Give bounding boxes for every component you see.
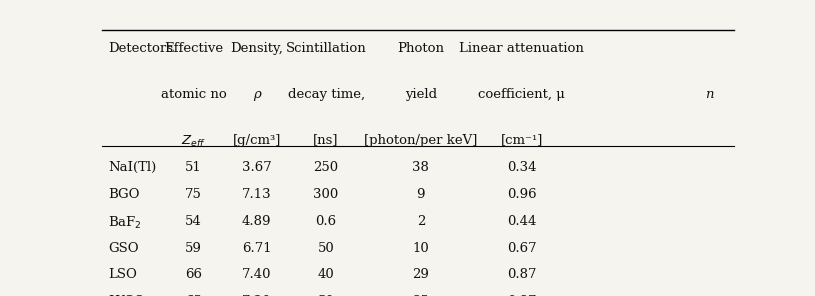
- Text: 38: 38: [412, 161, 430, 174]
- Text: [ns]: [ns]: [313, 133, 339, 147]
- Text: atomic no: atomic no: [161, 88, 227, 101]
- Text: BGO: BGO: [108, 188, 139, 201]
- Text: 2: 2: [416, 215, 425, 228]
- Text: 0.34: 0.34: [507, 161, 536, 174]
- Text: 0.87: 0.87: [507, 295, 536, 296]
- Text: BaF$_2$: BaF$_2$: [108, 215, 142, 231]
- Text: 4.89: 4.89: [242, 215, 271, 228]
- Text: 51: 51: [185, 161, 202, 174]
- Text: ρ: ρ: [253, 88, 261, 101]
- Text: Scintillation: Scintillation: [286, 42, 367, 55]
- Text: [cm⁻¹]: [cm⁻¹]: [500, 133, 543, 147]
- Text: 0.44: 0.44: [507, 215, 536, 228]
- Text: 300: 300: [314, 188, 339, 201]
- Text: 75: 75: [185, 188, 202, 201]
- Text: 7.13: 7.13: [242, 188, 271, 201]
- Text: n: n: [705, 88, 714, 101]
- Text: decay time,: decay time,: [288, 88, 364, 101]
- Text: 6.71: 6.71: [242, 242, 271, 255]
- Text: 59: 59: [185, 242, 202, 255]
- Text: yield: yield: [405, 88, 437, 101]
- Text: $Z_{eff}$: $Z_{eff}$: [181, 133, 206, 149]
- Text: 65: 65: [185, 295, 202, 296]
- Text: 7.40: 7.40: [242, 268, 271, 281]
- Text: 0.87: 0.87: [507, 268, 536, 281]
- Text: [photon/per keV]: [photon/per keV]: [364, 133, 478, 147]
- Text: 40: 40: [318, 268, 334, 281]
- Text: 0.6: 0.6: [315, 215, 337, 228]
- Text: 66: 66: [185, 268, 202, 281]
- Text: Photon: Photon: [398, 42, 444, 55]
- Text: 0.67: 0.67: [507, 242, 537, 255]
- Text: NaI(Tl): NaI(Tl): [108, 161, 156, 174]
- Text: [g/cm³]: [g/cm³]: [232, 133, 281, 147]
- Text: 25: 25: [412, 295, 430, 296]
- Text: 7.20: 7.20: [242, 295, 271, 296]
- Text: Effective: Effective: [164, 42, 223, 55]
- Text: 54: 54: [185, 215, 202, 228]
- Text: LSO: LSO: [108, 268, 137, 281]
- Text: 3.67: 3.67: [242, 161, 271, 174]
- Text: Density,: Density,: [230, 42, 283, 55]
- Text: LYSO: LYSO: [108, 295, 145, 296]
- Text: 50: 50: [318, 242, 334, 255]
- Text: Linear attenuation: Linear attenuation: [460, 42, 584, 55]
- Text: 9: 9: [416, 188, 425, 201]
- Text: 50: 50: [318, 295, 334, 296]
- Text: Detectors: Detectors: [108, 42, 174, 55]
- Text: coefficient, μ: coefficient, μ: [478, 88, 566, 101]
- Text: 29: 29: [412, 268, 430, 281]
- Text: GSO: GSO: [108, 242, 139, 255]
- Text: 0.96: 0.96: [507, 188, 537, 201]
- Text: 250: 250: [314, 161, 339, 174]
- Text: 10: 10: [412, 242, 430, 255]
